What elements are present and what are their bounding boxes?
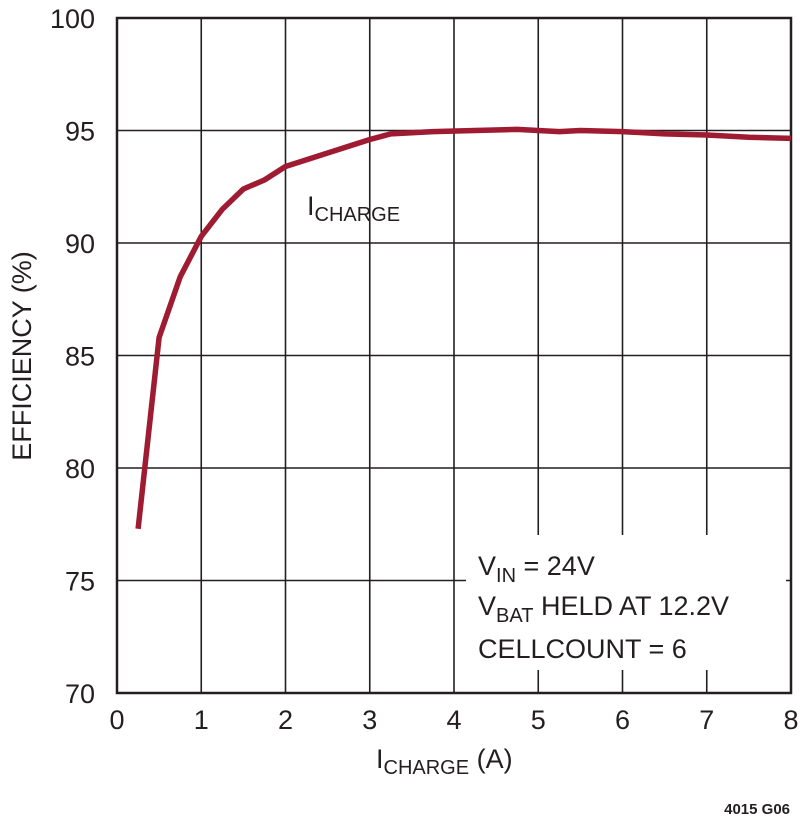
y-tick-label: 85	[65, 342, 95, 372]
series-label-main: I	[307, 191, 315, 221]
x-axis-label-unit: (A)	[469, 744, 513, 774]
series-label: ICHARGE	[307, 191, 400, 226]
annotation-cellcount: CELLCOUNT = 6	[478, 634, 687, 664]
annotation-vbat-rest: HELD AT 12.2V	[533, 591, 729, 621]
series-label-sub: CHARGE	[315, 204, 401, 226]
annotation-vin-rest: = 24V	[516, 551, 595, 581]
x-tick-label: 2	[278, 705, 293, 735]
figure-id: 4015 G06	[724, 801, 790, 818]
plot-frame	[115, 16, 793, 695]
x-tick-label: 5	[531, 705, 546, 735]
x-tick-label: 6	[615, 705, 630, 735]
annotation-background	[466, 535, 786, 670]
annotation-vbat: VBAT HELD AT 12.2V	[478, 591, 729, 627]
annotation-cellcount-main: CELLCOUNT = 6	[478, 634, 687, 664]
series-line-icharge	[135, 126, 792, 530]
y-tick-label: 95	[65, 117, 95, 147]
x-tick-label: 4	[446, 705, 461, 735]
annotation-vin: VIN = 24V	[478, 551, 595, 587]
x-tick-label: 0	[109, 705, 124, 735]
y-tick-label: 75	[65, 567, 95, 597]
x-tick-labels: 0 1 2 3 4 5 6 7 8	[109, 705, 798, 735]
x-tick-label: 3	[362, 705, 377, 735]
y-tick-label: 70	[65, 679, 95, 709]
annotation-vbat-sub: BAT	[496, 605, 533, 627]
y-axis-label: EFFICIENCY (%)	[7, 251, 37, 461]
y-tick-labels: 70 75 80 85 90 95 100	[50, 4, 95, 709]
x-axis-label: ICHARGE (A)	[376, 744, 513, 779]
x-tick-label: 8	[783, 705, 798, 735]
annotation-vin-sub: IN	[496, 565, 516, 587]
y-tick-label: 80	[65, 454, 95, 484]
x-axis-label-sub: CHARGE	[384, 757, 470, 779]
annotation-vin-main: V	[478, 551, 496, 581]
y-tick-label: 90	[65, 229, 95, 259]
x-tick-label: 7	[699, 705, 714, 735]
y-tick-label: 100	[50, 4, 95, 34]
x-tick-label: 1	[194, 705, 209, 735]
x-axis-label-main: I	[376, 744, 384, 774]
annotation-vbat-main: V	[478, 591, 496, 621]
